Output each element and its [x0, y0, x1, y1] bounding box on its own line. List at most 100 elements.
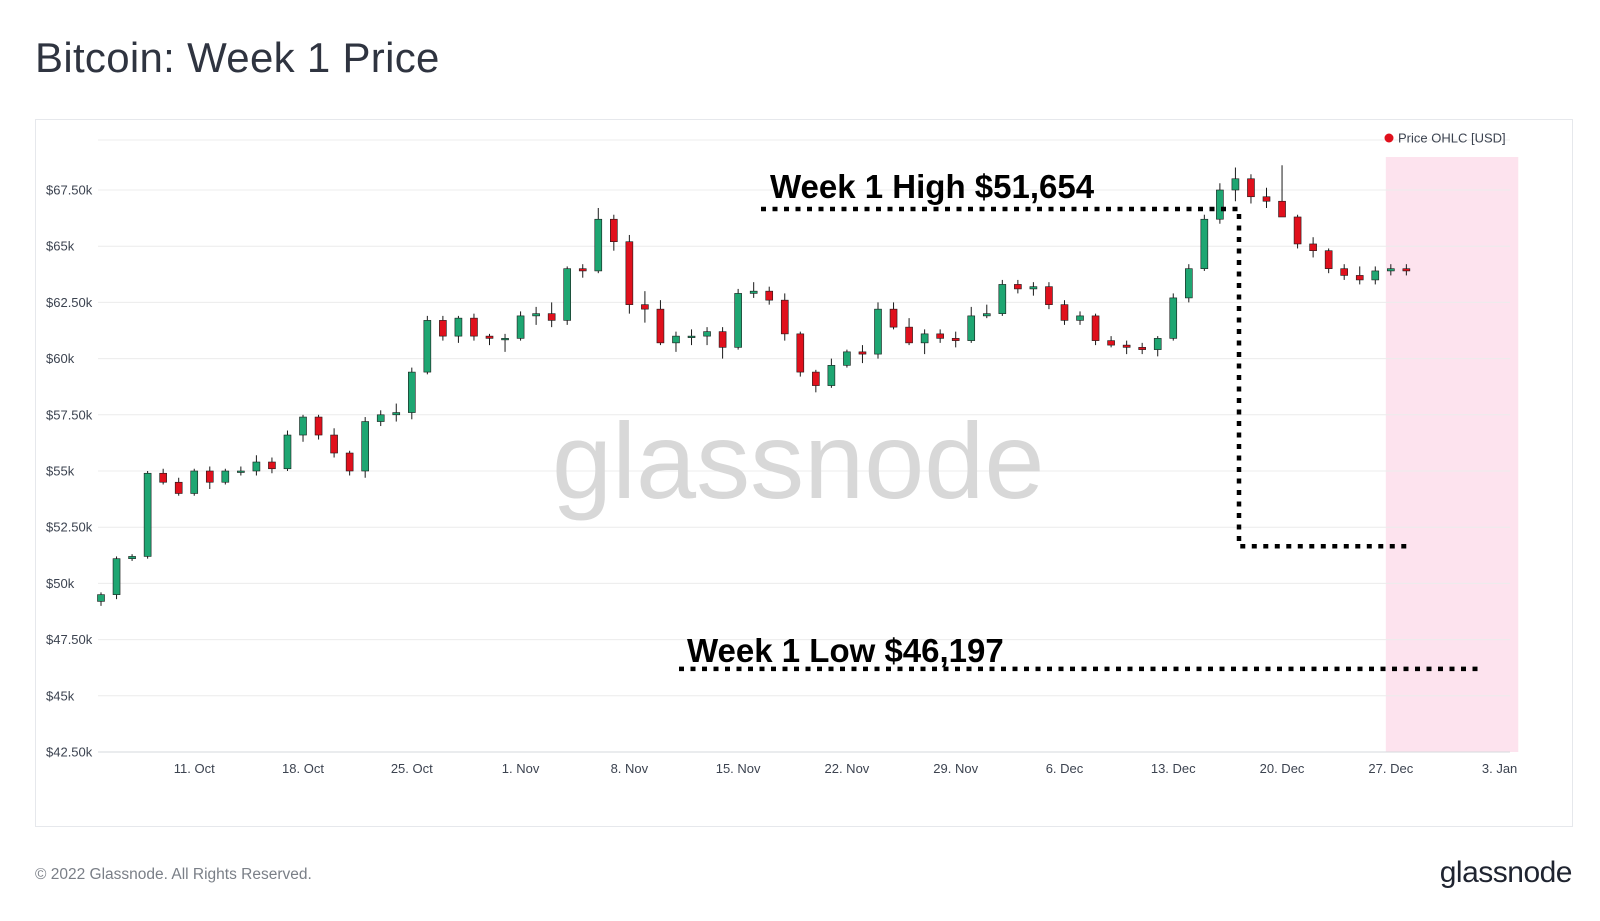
candle-body-down — [1262, 196, 1271, 202]
candle-body-down — [314, 416, 323, 436]
candle — [765, 286, 774, 305]
candle — [330, 428, 338, 458]
candle-body-up — [501, 338, 509, 341]
candle — [1387, 264, 1395, 276]
candle-body-down — [951, 338, 960, 341]
candle-body-down — [1355, 275, 1364, 281]
candle — [610, 214, 618, 251]
candle — [547, 302, 556, 328]
candle-body-up — [1231, 178, 1240, 191]
candle-body-up — [221, 470, 230, 483]
x-tick-label: 13. Dec — [1151, 761, 1196, 776]
y-tick-label: $47.50k — [46, 632, 93, 647]
candle-body-up — [299, 416, 307, 436]
x-tick-label: 11. Oct — [174, 761, 215, 776]
candle — [1107, 336, 1115, 348]
candle — [1247, 174, 1255, 204]
candle-body-up — [672, 335, 680, 344]
watermark: glassnode — [552, 400, 1044, 521]
x-tick-label: 18. Oct — [282, 761, 324, 776]
candle-body-down — [547, 313, 556, 321]
candle-body-up — [361, 421, 369, 472]
chart-frame: glassnode $42.50k $45k $47.50k $50k $52.50k $… — [35, 119, 1573, 827]
candle — [796, 331, 805, 377]
candle — [1169, 293, 1178, 341]
candle — [1014, 279, 1022, 294]
candle — [1060, 300, 1069, 325]
candle — [998, 279, 1007, 316]
candle-body-up — [143, 472, 152, 557]
candle — [516, 311, 525, 341]
candle — [641, 291, 649, 323]
x-axis: 11. Oct 18. Oct 25. Oct 1. Nov 8. Nov 15. Nov… — [174, 761, 1518, 776]
price-chart: glassnode $42.50k$45k$47.50k$50k$52.50k$… — [46, 131, 1519, 776]
candle-body-down — [1278, 200, 1286, 218]
candle-body-down — [470, 317, 478, 337]
annotations: Week 1 High $51,654 Week 1 Low $46,197 — [679, 168, 1482, 672]
candle — [1045, 282, 1053, 310]
x-tick-label: 29. Nov — [933, 761, 978, 776]
candle — [361, 417, 369, 478]
candle-body-up — [237, 470, 245, 473]
candle — [1216, 183, 1224, 224]
candle-body-down — [936, 333, 944, 339]
candle — [703, 327, 711, 346]
legend[interactable]: Price OHLC [USD] — [1384, 131, 1506, 146]
candle-body-up — [563, 268, 572, 321]
candle-body-up — [1169, 297, 1178, 339]
candle-body-up — [703, 331, 711, 337]
candle-body-up — [827, 365, 836, 386]
candle — [951, 331, 960, 348]
candle-body-up — [1153, 338, 1162, 350]
y-tick-label: $50k — [46, 576, 75, 591]
candle-body-down — [268, 461, 276, 470]
candle — [1293, 214, 1302, 249]
candle — [407, 367, 416, 420]
y-tick-label: $55k — [46, 464, 75, 479]
candle-body-down — [1014, 284, 1022, 290]
candle-body-down — [159, 472, 167, 483]
candle-body-down — [578, 268, 587, 272]
candle-body-down — [174, 481, 183, 494]
candle — [532, 306, 540, 325]
candle — [97, 592, 105, 606]
candle — [687, 329, 696, 346]
candle-body-up — [283, 434, 292, 470]
candle-body-down — [812, 371, 820, 386]
footer-copyright: © 2022 Glassnode. All Rights Reserved. — [35, 866, 312, 883]
page-title: Bitcoin: Week 1 Price — [35, 34, 440, 81]
candle — [625, 234, 634, 314]
candle — [314, 414, 323, 440]
x-tick-label: 27. Dec — [1368, 761, 1413, 776]
candle — [143, 471, 152, 559]
x-tick-label: 22. Nov — [825, 761, 870, 776]
candle — [252, 455, 261, 476]
grid-layer — [98, 139, 1510, 753]
candle-body-up — [967, 315, 976, 341]
candle-body-up — [392, 412, 401, 416]
x-tick-label: 20. Dec — [1260, 761, 1305, 776]
candle — [905, 318, 913, 346]
candle-body-up — [1029, 286, 1038, 290]
candle-body-up — [1200, 218, 1209, 269]
candle-body-down — [765, 290, 774, 301]
candle-body-up — [874, 308, 882, 355]
candle-body-down — [1060, 304, 1069, 321]
candle-body-down — [718, 331, 727, 348]
candle-body-down — [1091, 315, 1100, 341]
candle — [812, 369, 820, 393]
y-tick-label: $60k — [46, 351, 75, 366]
candle-body-up — [407, 371, 416, 413]
candle-body-up — [516, 315, 525, 339]
candle — [221, 468, 230, 485]
candle-body-up — [1371, 270, 1380, 281]
candle — [128, 554, 136, 561]
candle-body-up — [112, 558, 121, 595]
x-tick-label: 8. Nov — [611, 761, 649, 776]
candle — [485, 333, 494, 346]
y-tick-label: $65k — [46, 239, 75, 254]
candle — [734, 288, 742, 350]
y-tick-label: $42.50k — [46, 745, 93, 760]
candle — [392, 403, 401, 422]
candle — [439, 315, 447, 341]
